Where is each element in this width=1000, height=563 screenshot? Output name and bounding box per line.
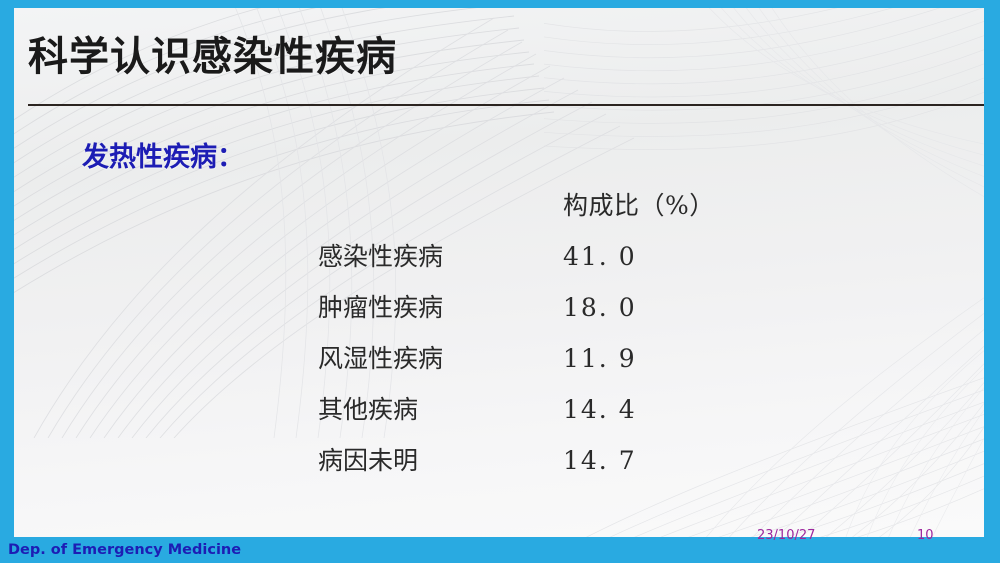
table-row: 病因未明 14. 7 bbox=[318, 435, 715, 486]
row-value: 14. 4 bbox=[563, 395, 637, 424]
composition-ratio-table: 构成比（%） 感染性疾病 41. 0 肿瘤性疾病 18. 0 风湿性疾病 11.… bbox=[318, 180, 715, 486]
slide-canvas: 科学认识感染性疾病 发热性疾病： 构成比（%） 感染性疾病 41. 0 肿瘤性疾… bbox=[14, 8, 984, 537]
row-label: 感染性疾病 bbox=[318, 242, 444, 271]
slide-title: 科学认识感染性疾病 bbox=[28, 33, 397, 80]
footer-date: 23/10/27 bbox=[757, 528, 816, 543]
row-value: 18. 0 bbox=[563, 293, 637, 322]
row-label: 病因未明 bbox=[318, 446, 419, 475]
table-row: 其他疾病 14. 4 bbox=[318, 384, 715, 435]
row-label: 风湿性疾病 bbox=[318, 344, 444, 373]
row-value: 11. 9 bbox=[563, 344, 637, 373]
table-row: 风湿性疾病 11. 9 bbox=[318, 333, 715, 384]
row-label: 其他疾病 bbox=[318, 395, 419, 424]
table-row: 感染性疾病 41. 0 bbox=[318, 231, 715, 282]
title-divider-rule bbox=[28, 104, 984, 106]
column-header-composition-ratio: 构成比（%） bbox=[563, 191, 715, 220]
row-value: 41. 0 bbox=[563, 242, 637, 271]
row-value: 14. 7 bbox=[563, 446, 637, 475]
table-row: 肿瘤性疾病 18. 0 bbox=[318, 282, 715, 333]
row-label: 肿瘤性疾病 bbox=[318, 293, 444, 322]
footer-page-number: 10 bbox=[917, 528, 934, 543]
footer-organization: Dep. of Emergency Medicine bbox=[8, 542, 242, 558]
section-subtitle: 发热性疾病： bbox=[82, 142, 244, 173]
table-header-row: 构成比（%） bbox=[318, 180, 715, 231]
